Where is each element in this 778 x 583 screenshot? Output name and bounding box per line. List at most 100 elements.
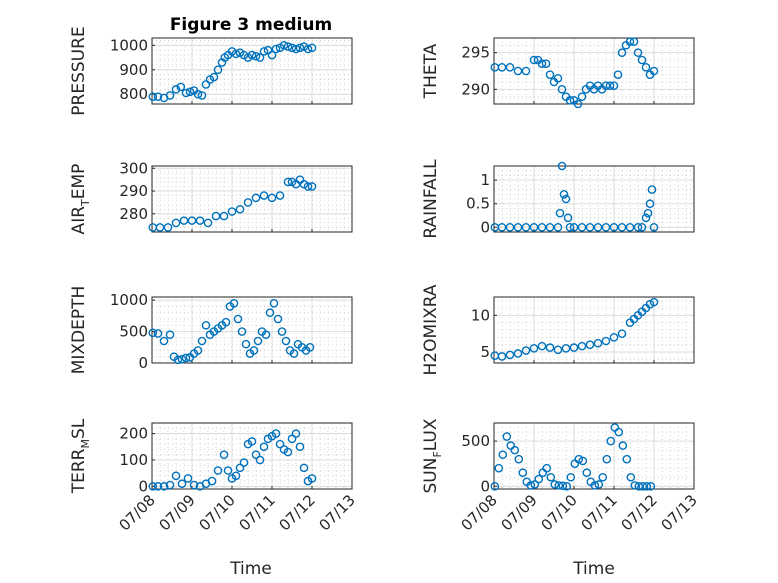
data-point	[513, 222, 523, 232]
x-tick-label: 07/13	[316, 491, 359, 534]
x-tick-label: 07/11	[578, 491, 621, 534]
data-point	[261, 330, 271, 340]
data-point	[605, 81, 615, 90]
data-point	[577, 341, 587, 351]
y-tick-label: 290	[119, 182, 148, 200]
data-point	[271, 429, 281, 438]
data-point	[569, 222, 579, 232]
y-label-main: AIR	[69, 206, 89, 235]
data-point	[153, 92, 163, 101]
data-point	[497, 222, 507, 232]
x-axis-label-left: Time	[229, 559, 272, 579]
data-point	[289, 349, 299, 358]
data-point	[193, 346, 203, 355]
data-point	[233, 314, 243, 324]
data-point	[171, 85, 181, 94]
data-point	[559, 189, 569, 199]
data-point	[585, 340, 595, 349]
x-tick-label: 07/12	[276, 491, 319, 534]
data-point	[171, 218, 181, 228]
data-point	[219, 450, 229, 459]
data-point	[573, 99, 583, 109]
data-point	[159, 482, 169, 491]
data-point	[295, 442, 305, 452]
data-point	[494, 463, 504, 473]
data-point	[259, 191, 269, 200]
data-point	[545, 343, 555, 352]
y-tick-label: 800	[119, 85, 148, 103]
axes-theta: 290 295 THETA	[421, 37, 695, 109]
data-point	[197, 91, 207, 100]
data-point	[614, 427, 624, 437]
y-tick-label: 290	[461, 80, 490, 98]
data-point	[235, 463, 245, 473]
data-point	[625, 37, 635, 46]
data-point	[529, 222, 539, 232]
data-point	[223, 466, 233, 475]
data-point	[554, 481, 564, 490]
data-point	[307, 182, 317, 191]
data-point	[553, 74, 563, 83]
data-point	[211, 211, 221, 221]
data-point	[303, 44, 313, 54]
plot-area	[152, 297, 352, 363]
data-point	[617, 329, 627, 338]
data-point	[502, 432, 512, 441]
y-axis-label: RAINFALL	[421, 159, 441, 239]
y-tick-label: 0.5	[466, 195, 490, 213]
y-tick-label: 900	[119, 61, 148, 79]
data-point	[219, 211, 229, 221]
data-point	[181, 353, 191, 363]
data-point	[645, 199, 655, 209]
data-point	[291, 429, 301, 438]
axes-mixdepth: 0 500 1000 MIXDEPTH	[69, 286, 353, 375]
data-point	[585, 222, 595, 232]
data-point	[601, 81, 611, 90]
y-label-main: MIXDEPTH	[69, 286, 89, 375]
data-point	[521, 222, 531, 232]
data-point	[287, 43, 297, 53]
data-point	[275, 191, 285, 200]
data-point	[177, 354, 187, 364]
data-point	[638, 481, 648, 491]
data-point	[593, 338, 603, 348]
data-point	[545, 222, 555, 232]
x-tick-label: 07/09	[156, 491, 199, 534]
data-point	[176, 82, 186, 92]
axes-air_temp: 280 290 300 AIRTEMP	[69, 159, 353, 235]
x-tick-label: 07/11	[236, 491, 279, 534]
data-point	[529, 344, 539, 353]
axes-box	[151, 165, 353, 233]
data-point	[255, 455, 265, 465]
y-axis-label: PRESSURE	[69, 26, 89, 115]
axes-box	[151, 37, 353, 105]
data-point	[646, 481, 656, 491]
data-point	[303, 182, 313, 191]
axes-box	[151, 296, 353, 364]
data-point	[235, 204, 245, 214]
plot-area	[494, 38, 694, 104]
data-point	[521, 346, 531, 355]
x-tick-label: 07/10	[196, 491, 239, 534]
y-tick-label: 280	[119, 205, 148, 223]
data-point	[541, 59, 551, 68]
data-point	[237, 327, 247, 336]
data-point	[281, 336, 291, 346]
y-label-main: THETA	[421, 43, 441, 99]
x-tick-label: 07/08	[458, 491, 501, 534]
data-point	[617, 48, 627, 57]
x-axis-label-right: Time	[572, 559, 615, 579]
data-point	[241, 339, 251, 349]
y-tick-label: 0	[480, 218, 490, 236]
data-point	[148, 328, 158, 338]
data-point	[598, 472, 608, 482]
data-point	[537, 59, 547, 68]
data-point	[497, 352, 507, 361]
data-point	[209, 72, 219, 82]
data-point	[529, 55, 539, 65]
data-point	[634, 481, 644, 491]
data-point	[513, 66, 523, 76]
data-point	[279, 41, 289, 50]
